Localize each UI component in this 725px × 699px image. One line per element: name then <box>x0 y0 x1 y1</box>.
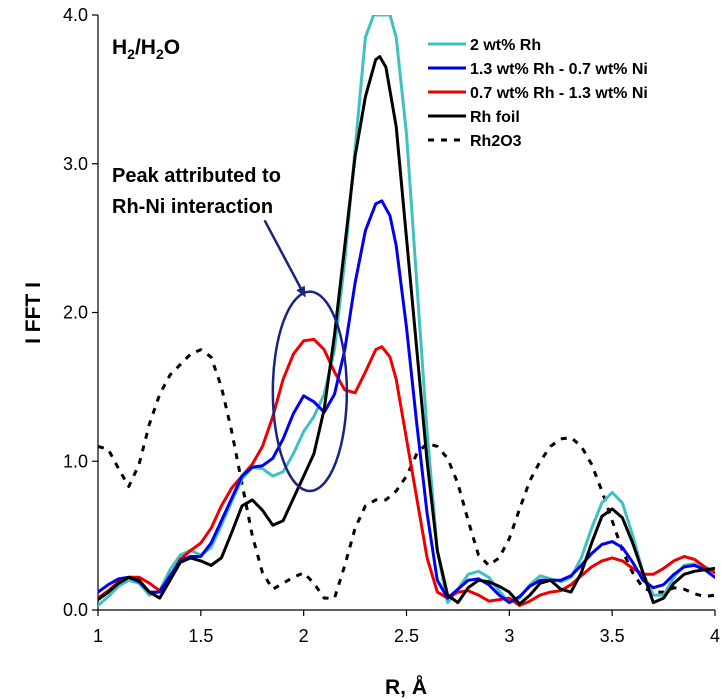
legend: 2 wt% Rh 1.3 wt% Rh - 0.7 wt% Ni 0.7 wt% R… <box>428 37 648 150</box>
x-tick-label: 3 <box>504 626 514 646</box>
x-tick-label: 1 <box>93 626 103 646</box>
axes: 1 1.5 2 2.5 3 3.5 4 0.0 1.0 2.0 3.0 4.0 <box>63 5 720 646</box>
annotation-arrow-head <box>296 285 306 298</box>
y-ticks: 0.0 1.0 2.0 3.0 4.0 <box>63 5 98 620</box>
y-tick-label: 1.0 <box>63 451 88 471</box>
series-group <box>98 15 715 607</box>
condition-label-base: H <box>112 36 127 59</box>
annotation-marks <box>263 219 349 493</box>
y-tick-label: 0.0 <box>63 600 88 620</box>
x-tick-label: 2.5 <box>394 626 419 646</box>
y-axis-title: I FFT I <box>22 282 45 344</box>
y-tick-label: 4.0 <box>63 5 88 25</box>
x-tick-label: 1.5 <box>188 626 213 646</box>
condition-label-sub1: 2 <box>127 46 135 62</box>
condition-label: H2/H2O <box>112 36 180 62</box>
annotation-line-1: Peak attributed to <box>112 165 281 187</box>
y-tick-label: 3.0 <box>63 154 88 174</box>
condition-label-end: O <box>164 36 180 59</box>
x-tick-label: 2 <box>299 626 309 646</box>
series-line-2 <box>98 337 715 607</box>
legend-label-2: 0.7 wt% Rh - 1.3 wt% Ni <box>470 85 648 102</box>
series-line-4 <box>98 348 715 600</box>
x-tick-label: 4 <box>710 626 720 646</box>
series-line-3 <box>98 55 715 606</box>
y-tick-label: 2.0 <box>63 303 88 323</box>
x-ticks: 1 1.5 2 2.5 3 3.5 4 <box>93 610 720 646</box>
peak-ellipse <box>271 290 349 493</box>
legend-label-0: 2 wt% Rh <box>470 37 541 54</box>
legend-label-3: Rh foil <box>470 109 520 126</box>
x-tick-label: 3.5 <box>600 626 625 646</box>
legend-label-4: Rh2O3 <box>470 133 522 150</box>
series-line-1 <box>98 199 715 605</box>
annotation-arrow <box>263 219 303 290</box>
annotation-line-2: Rh-Ni interaction <box>112 196 273 218</box>
condition-label-sub2: 2 <box>156 46 164 62</box>
condition-label-mid: /H <box>135 36 156 59</box>
legend-label-1: 1.3 wt% Rh - 0.7 wt% Ni <box>470 61 648 78</box>
x-axis-title: R, Å <box>385 675 427 699</box>
